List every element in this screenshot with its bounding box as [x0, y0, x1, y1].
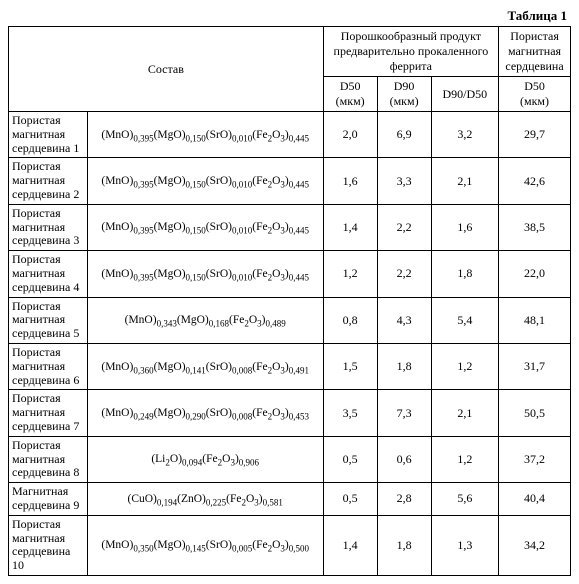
cell-ratio: 1,2: [431, 436, 498, 482]
col-pmc-d50-unit: (мкм): [520, 94, 549, 108]
table-row: Пористая магнитная сердцевина 5(MnO)0,34…: [9, 297, 571, 343]
cell-ratio: 1,8: [431, 251, 498, 297]
row-label: Пористая магнитная сердцевина 6: [9, 343, 88, 389]
table-row: Пористая магнитная сердцевина 2(MnO)0,39…: [9, 158, 571, 204]
row-label: Пористая магнитная сердцевина 8: [9, 436, 88, 482]
col-ratio: D90/D50: [431, 77, 498, 112]
cell-d90: 3,3: [377, 158, 431, 204]
row-formula: (MnO)0,343(MgO)0,168(Fe2O3)0,489: [87, 297, 323, 343]
cell-d50: 1,6: [323, 158, 377, 204]
cell-d50: 1,5: [323, 343, 377, 389]
col-d90-label: D90: [394, 79, 415, 93]
col-pmc-d50-label: D50: [524, 79, 545, 93]
data-table: Состав Порошкообразный продукт предварит…: [8, 26, 571, 576]
cell-d50: 2,0: [323, 112, 377, 158]
row-formula: (MnO)0,395(MgO)0,150(SrO)0,010(Fe2O3)0,4…: [87, 251, 323, 297]
cell-pmc: 38,5: [499, 204, 571, 250]
row-formula: (Li2O)0,094(Fe2O3)0,906: [87, 436, 323, 482]
table-row: Пористая магнитная сердцевина 6(MnO)0,36…: [9, 343, 571, 389]
table-row: Пористая магнитная сердцевина 8(Li2O)0,0…: [9, 436, 571, 482]
cell-d90: 2,2: [377, 251, 431, 297]
row-label: Пористая магнитная сердцевина 5: [9, 297, 88, 343]
row-formula: (MnO)0,249(MgO)0,290(SrO)0,008(Fe2O3)0,4…: [87, 390, 323, 436]
cell-d50: 0,5: [323, 436, 377, 482]
cell-pmc: 42,6: [499, 158, 571, 204]
row-label: Пористая магнитная сердцевина 7: [9, 390, 88, 436]
cell-d90: 2,8: [377, 483, 431, 516]
col-pmc-group: Пористая магнитная сердцевина: [499, 27, 571, 77]
row-label: Пористая магнитная сердцевина 4: [9, 251, 88, 297]
cell-ratio: 2,1: [431, 390, 498, 436]
table-row: Пористая магнитная сердцевина 7(MnO)0,24…: [9, 390, 571, 436]
cell-d50: 0,8: [323, 297, 377, 343]
row-label: Магнитная сердцевина 9: [9, 483, 88, 516]
cell-d90: 6,9: [377, 112, 431, 158]
row-label: Пористая магнитная сердцевина 10: [9, 515, 88, 575]
cell-pmc: 40,4: [499, 483, 571, 516]
table-body: Пористая магнитная сердцевина 1(MnO)0,39…: [9, 112, 571, 576]
row-label: Пористая магнитная сердцевина 1: [9, 112, 88, 158]
cell-d90: 0,6: [377, 436, 431, 482]
cell-ratio: 5,6: [431, 483, 498, 516]
row-formula: (MnO)0,395(MgO)0,150(SrO)0,010(Fe2O3)0,4…: [87, 158, 323, 204]
col-d50: D50 (мкм): [323, 77, 377, 112]
cell-pmc: 31,7: [499, 343, 571, 389]
cell-d50: 1,4: [323, 515, 377, 575]
table-row: Пористая магнитная сердцевина 3(MnO)0,39…: [9, 204, 571, 250]
cell-d50: 1,2: [323, 251, 377, 297]
cell-pmc: 50,5: [499, 390, 571, 436]
cell-ratio: 1,3: [431, 515, 498, 575]
cell-d50: 0,5: [323, 483, 377, 516]
cell-d90: 4,3: [377, 297, 431, 343]
col-powder-group: Порошкообразный продукт предварительно п…: [323, 27, 498, 77]
cell-ratio: 1,6: [431, 204, 498, 250]
cell-ratio: 2,1: [431, 158, 498, 204]
cell-d90: 7,3: [377, 390, 431, 436]
cell-ratio: 3,2: [431, 112, 498, 158]
row-formula: (MnO)0,350(MgO)0,145(SrO)0,005(Fe2O3)0,5…: [87, 515, 323, 575]
cell-pmc: 29,7: [499, 112, 571, 158]
table-row: Пористая магнитная сердцевина 4(MnO)0,39…: [9, 251, 571, 297]
row-formula: (CuO)0,194(ZnO)0,225(Fe2O3)0,581: [87, 483, 323, 516]
row-label: Пористая магнитная сердцевина 3: [9, 204, 88, 250]
col-pmc-d50: D50 (мкм): [499, 77, 571, 112]
cell-pmc: 34,2: [499, 515, 571, 575]
cell-pmc: 48,1: [499, 297, 571, 343]
col-d50-unit: (мкм): [336, 94, 365, 108]
col-d50-label: D50: [340, 79, 361, 93]
cell-d50: 3,5: [323, 390, 377, 436]
cell-d50: 1,4: [323, 204, 377, 250]
cell-d90: 2,2: [377, 204, 431, 250]
cell-d90: 1,8: [377, 343, 431, 389]
row-formula: (MnO)0,395(MgO)0,150(SrO)0,010(Fe2O3)0,4…: [87, 204, 323, 250]
table-title: Таблица 1: [8, 8, 567, 24]
col-d90-unit: (мкм): [390, 94, 419, 108]
row-formula: (MnO)0,360(MgO)0,141(SrO)0,008(Fe2O3)0,4…: [87, 343, 323, 389]
cell-ratio: 1,2: [431, 343, 498, 389]
col-composition: Состав: [9, 27, 324, 112]
table-row: Пористая магнитная сердцевина 1(MnO)0,39…: [9, 112, 571, 158]
table-row: Пористая магнитная сердцевина 10(MnO)0,3…: [9, 515, 571, 575]
row-formula: (MnO)0,395(MgO)0,150(SrO)0,010(Fe2O3)0,4…: [87, 112, 323, 158]
col-d90: D90 (мкм): [377, 77, 431, 112]
cell-d90: 1,8: [377, 515, 431, 575]
cell-pmc: 22,0: [499, 251, 571, 297]
cell-ratio: 5,4: [431, 297, 498, 343]
table-row: Магнитная сердцевина 9(CuO)0,194(ZnO)0,2…: [9, 483, 571, 516]
cell-pmc: 37,2: [499, 436, 571, 482]
row-label: Пористая магнитная сердцевина 2: [9, 158, 88, 204]
